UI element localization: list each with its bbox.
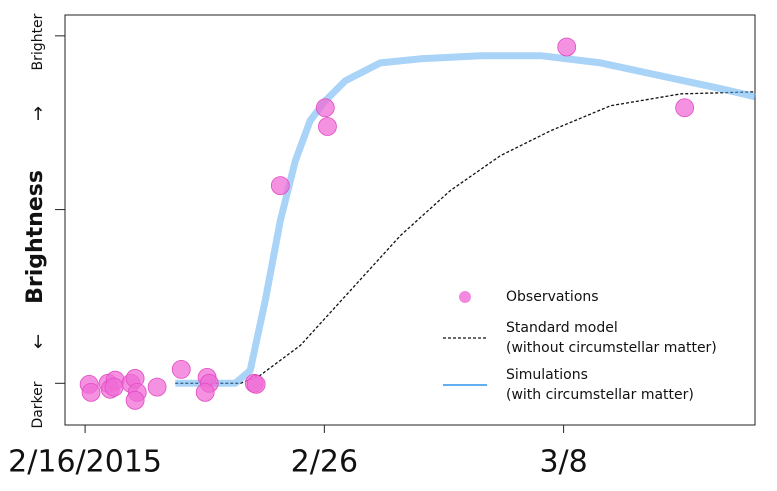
observation-point — [171, 360, 191, 379]
legend-note: (without circumstellar matter) — [506, 340, 717, 356]
annotation: Darker — [30, 381, 46, 428]
legend-label: Standard model — [506, 320, 618, 336]
x-tick-label: 2/16/2015 — [8, 445, 162, 480]
legend-label: Simulations — [506, 367, 588, 383]
annotation: ↓ — [30, 332, 45, 353]
observation-point — [557, 37, 577, 57]
observation-point — [270, 176, 290, 196]
legend-symbol — [459, 291, 471, 303]
observation-point — [81, 382, 101, 402]
observation-point — [195, 382, 215, 402]
legend-label: Observations — [506, 289, 599, 305]
simulation-band — [175, 52, 756, 387]
observation-point — [318, 117, 337, 136]
annotation: ↑ — [30, 104, 45, 125]
plot-frame — [64, 14, 756, 426]
y-axis-label: Brightness — [23, 170, 48, 304]
observation-point — [315, 98, 335, 118]
annotation: Brighter — [30, 13, 46, 70]
observation-point — [675, 98, 695, 118]
x-tick-label: 3/8 — [539, 445, 587, 480]
observation-point — [246, 374, 266, 394]
observation-point — [104, 377, 124, 397]
observation-point — [125, 390, 145, 410]
legend-note: (with circumstellar matter) — [506, 387, 694, 403]
observation-point — [147, 377, 167, 397]
x-tick-label: 2/26 — [291, 445, 358, 480]
